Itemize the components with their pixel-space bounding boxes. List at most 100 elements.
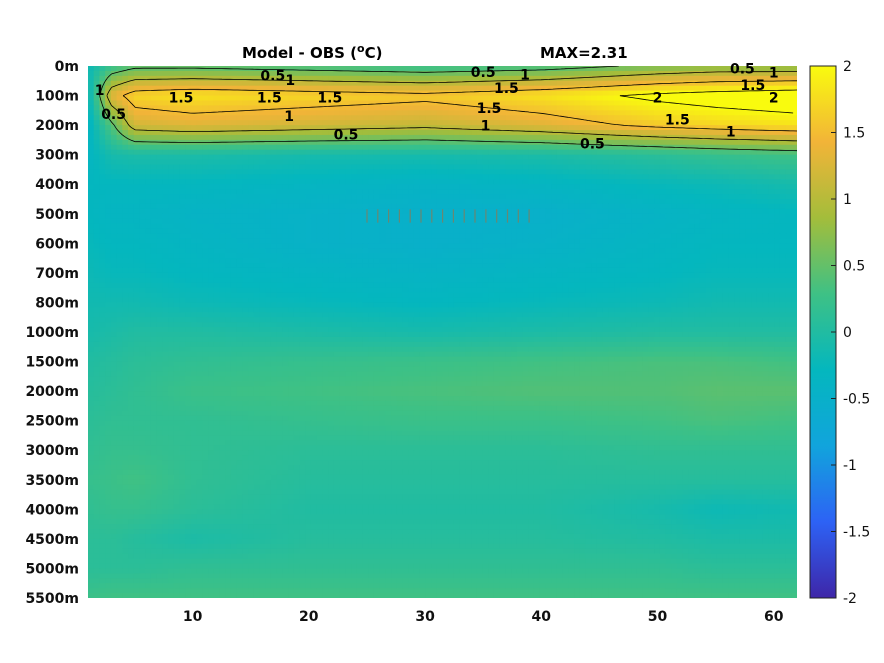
heat-cell bbox=[574, 139, 581, 146]
heat-cell bbox=[791, 66, 797, 72]
heat-cell bbox=[682, 95, 689, 102]
heat-cell bbox=[185, 228, 192, 235]
heat-cell bbox=[145, 66, 152, 72]
heat-cell bbox=[556, 105, 564, 111]
heat-cell bbox=[116, 199, 123, 205]
heat-cell bbox=[745, 75, 752, 82]
heat-cell bbox=[322, 90, 329, 97]
heat-cell bbox=[105, 169, 112, 175]
heat-cell bbox=[88, 208, 95, 215]
heat-cell bbox=[533, 75, 541, 82]
heat-cell bbox=[242, 184, 249, 190]
heat-cell bbox=[505, 213, 512, 220]
heat-cell bbox=[379, 95, 386, 102]
heat-cell bbox=[493, 194, 501, 200]
heat-cell bbox=[591, 228, 598, 235]
heat-cell bbox=[574, 80, 581, 87]
heat-cell bbox=[385, 159, 392, 166]
heat-cell bbox=[711, 85, 718, 92]
heat-cell bbox=[413, 100, 421, 107]
heat-cell bbox=[522, 233, 529, 240]
heat-cell bbox=[236, 253, 243, 259]
heat-cell bbox=[305, 218, 312, 225]
heat-cell bbox=[88, 164, 95, 171]
heat-cell bbox=[351, 184, 358, 190]
heat-cell bbox=[248, 164, 255, 171]
heat-cell bbox=[293, 263, 301, 269]
heat-cell bbox=[168, 233, 175, 240]
heat-cell bbox=[219, 218, 226, 225]
heat-cell bbox=[110, 110, 118, 116]
heat-cell bbox=[642, 184, 649, 190]
heat-cell bbox=[745, 105, 752, 111]
heat-cell bbox=[471, 238, 478, 244]
heat-cell bbox=[676, 149, 684, 156]
heat-cell bbox=[625, 228, 632, 235]
heat-cell bbox=[116, 253, 123, 259]
heat-cell bbox=[230, 164, 238, 171]
heat-cell bbox=[699, 100, 707, 107]
heat-cell bbox=[756, 134, 764, 141]
heat-cell bbox=[425, 179, 432, 185]
heat-cell bbox=[436, 233, 444, 240]
heat-cell bbox=[682, 130, 689, 136]
heat-cell bbox=[579, 110, 587, 116]
heat-cell bbox=[493, 189, 501, 195]
heat-cell bbox=[219, 199, 226, 205]
heat-cell bbox=[328, 115, 335, 121]
heat-cell bbox=[328, 130, 335, 136]
heat-cell bbox=[162, 189, 169, 195]
heat-cell bbox=[236, 100, 243, 107]
heat-cell bbox=[779, 174, 787, 180]
heat-cell bbox=[791, 80, 797, 87]
heat-cell bbox=[339, 144, 346, 151]
heat-cell bbox=[145, 179, 152, 185]
heat-cell bbox=[230, 75, 238, 82]
heat-cell bbox=[156, 139, 163, 146]
heat-cell bbox=[293, 238, 301, 244]
heat-cell bbox=[739, 228, 747, 235]
heat-cell bbox=[602, 164, 609, 171]
heat-cell bbox=[288, 139, 295, 146]
heat-cell bbox=[196, 194, 203, 200]
heat-cell bbox=[139, 149, 146, 156]
heat-cell bbox=[465, 169, 472, 175]
heat-cell bbox=[362, 159, 369, 166]
heat-cell bbox=[619, 203, 627, 210]
heat-cell bbox=[299, 100, 306, 107]
heat-cell bbox=[248, 85, 255, 92]
heat-cell bbox=[225, 228, 232, 235]
heat-cell bbox=[556, 154, 564, 161]
heat-cell bbox=[659, 189, 667, 195]
heat-cell bbox=[619, 179, 627, 185]
heat-cell bbox=[493, 248, 501, 254]
heat-cell bbox=[694, 139, 701, 146]
heat-cell bbox=[619, 194, 627, 200]
heat-cell bbox=[499, 85, 506, 92]
heat-cell bbox=[156, 130, 163, 136]
heat-cell bbox=[265, 90, 272, 97]
heat-cell bbox=[288, 100, 295, 107]
heat-cell bbox=[236, 139, 243, 146]
heat-cell bbox=[128, 218, 135, 225]
heat-cell bbox=[774, 238, 781, 244]
heat-cell bbox=[608, 258, 615, 264]
heat-cell bbox=[482, 159, 489, 166]
heat-cell bbox=[391, 218, 398, 225]
heat-cell bbox=[676, 199, 684, 205]
heat-cell bbox=[339, 199, 346, 205]
heat-cell bbox=[705, 194, 712, 200]
heat-cell bbox=[288, 159, 295, 166]
heat-cell bbox=[505, 139, 512, 146]
heat-cell bbox=[562, 248, 569, 254]
heat-cell bbox=[676, 248, 684, 254]
heat-cell bbox=[230, 199, 238, 205]
heat-cell bbox=[88, 218, 95, 225]
heat-cell bbox=[373, 110, 381, 116]
heat-cell bbox=[259, 159, 266, 166]
heat-cell bbox=[493, 120, 501, 126]
heat-cell bbox=[408, 208, 415, 215]
heat-cell bbox=[316, 179, 324, 185]
heat-cell bbox=[425, 258, 432, 264]
heat-cell bbox=[551, 120, 558, 126]
